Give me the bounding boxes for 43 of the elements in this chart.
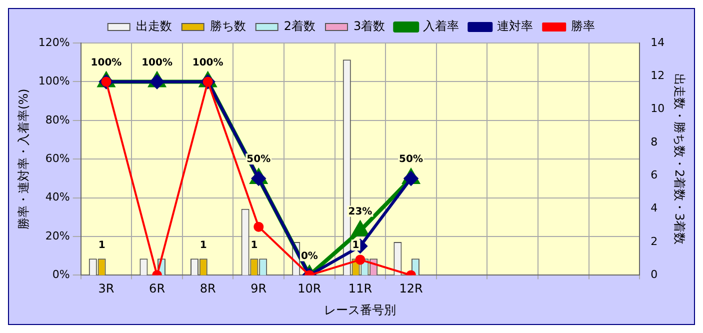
data-label: 1 (250, 240, 258, 252)
y-tick-label: 60% (45, 152, 70, 165)
y-tick-label: 20% (45, 229, 70, 242)
y2-tick-label: 14 (650, 36, 665, 49)
x-tick-label: 8R (200, 282, 216, 296)
y2-tick-label: 2 (650, 234, 658, 248)
legend-label: 3着数 (354, 19, 386, 34)
y2-tick-label: 6 (650, 168, 658, 182)
legend-label: 連対率 (497, 19, 534, 34)
data-label: 0% (300, 250, 318, 262)
data-label: 50% (399, 154, 423, 166)
y2-tick-label: 10 (650, 102, 665, 116)
data-label: 23% (348, 206, 372, 218)
y2-axis-title: 出走数・勝ち数・2着数・3着数 (672, 73, 687, 245)
y-tick-label: 0% (52, 268, 70, 282)
legend-label: 勝率 (571, 19, 596, 34)
x-tick-label: 6R (149, 282, 166, 296)
legend-label: 入着率 (423, 19, 460, 34)
y2-tick-label: 8 (650, 135, 658, 148)
x-tick-label: 3R (98, 282, 114, 296)
y-tick-label: 100% (38, 74, 70, 88)
x-axis-title: レース番号別 (324, 302, 396, 317)
data-label: 100% (142, 57, 172, 68)
y-axis-title: 勝率・連対率・入着率(%) (16, 88, 30, 230)
x-tick-label: 9R (250, 282, 267, 296)
y2-tick-label: 12 (650, 69, 665, 82)
data-label: 100% (90, 57, 122, 68)
data-label: 50% (246, 154, 271, 166)
x-tick-label: 12R (399, 282, 423, 296)
y-tick-label: 80% (45, 113, 70, 126)
data-label: 1 (98, 240, 106, 252)
legend-label: 2着数 (284, 19, 316, 34)
data-label: 1 (200, 240, 207, 252)
x-tick-label: 11R (348, 282, 372, 296)
y2-tick-label: 0 (650, 268, 658, 282)
x-tick-label: 10R (298, 282, 322, 296)
data-label: 1 (352, 240, 360, 252)
y2-tick-label: 4 (650, 202, 658, 215)
y-tick-label: 40% (45, 190, 70, 204)
legend-label: 出走数 (136, 19, 172, 34)
data-label: 100% (192, 57, 224, 68)
y-tick-label: 120% (38, 36, 70, 49)
legend-label: 勝ち数 (210, 19, 246, 34)
